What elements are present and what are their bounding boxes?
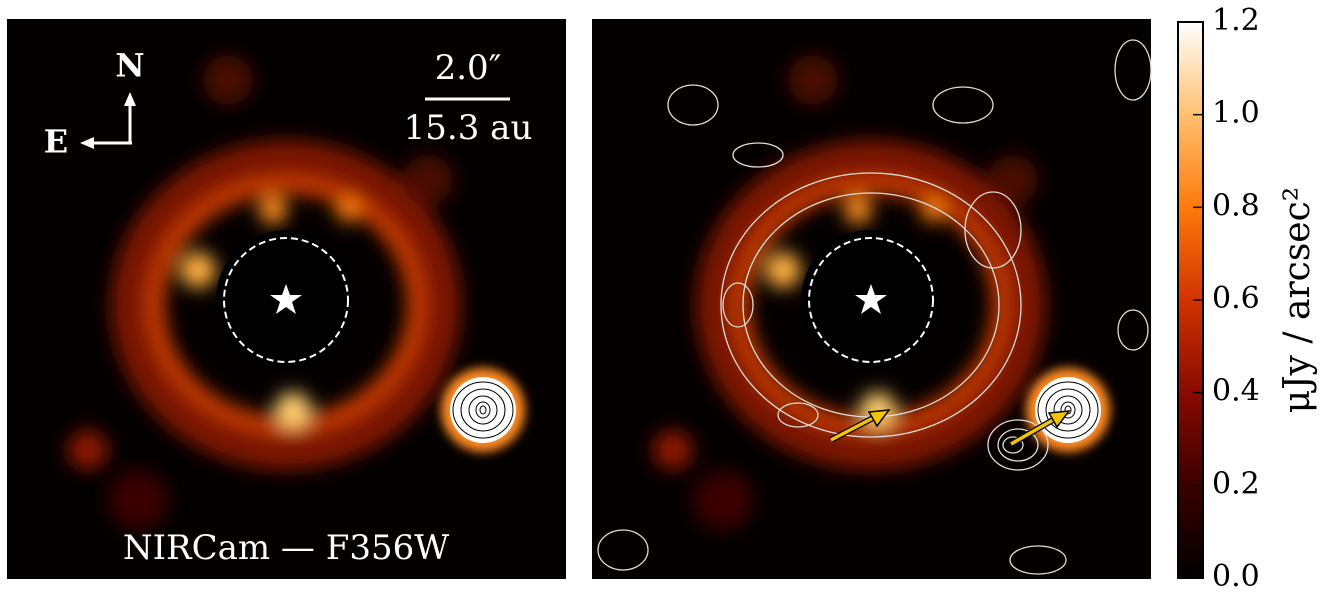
tick-label: 1.2 — [1212, 3, 1260, 38]
panel-right — [593, 20, 1151, 578]
colorbar: μJy / arcsec² 0.0 0.2 0.4 0.6 0.8 1.0 1.2 — [1178, 3, 1318, 593]
tick-label: 0.6 — [1212, 281, 1260, 316]
tick-label: 0.4 — [1212, 374, 1260, 409]
figure: N E 2.0″ 15.3 au NIRCam — F356W μJy / ar… — [0, 0, 1335, 593]
tick-label: 0.8 — [1212, 188, 1260, 223]
tick-label: 0.0 — [1212, 559, 1260, 593]
north-label: N — [115, 47, 144, 85]
tick-label: 0.2 — [1212, 466, 1260, 501]
filter-label: NIRCam — F356W — [123, 528, 449, 568]
scale-angle: 2.0″ — [435, 48, 502, 88]
tick-label: 1.0 — [1212, 96, 1260, 131]
scale-distance: 15.3 au — [404, 108, 533, 148]
colorbar-label: μJy / arcsec² — [1277, 187, 1318, 413]
panel-left: N E 2.0″ 15.3 au NIRCam — F356W — [8, 20, 565, 578]
east-label: E — [44, 123, 68, 161]
